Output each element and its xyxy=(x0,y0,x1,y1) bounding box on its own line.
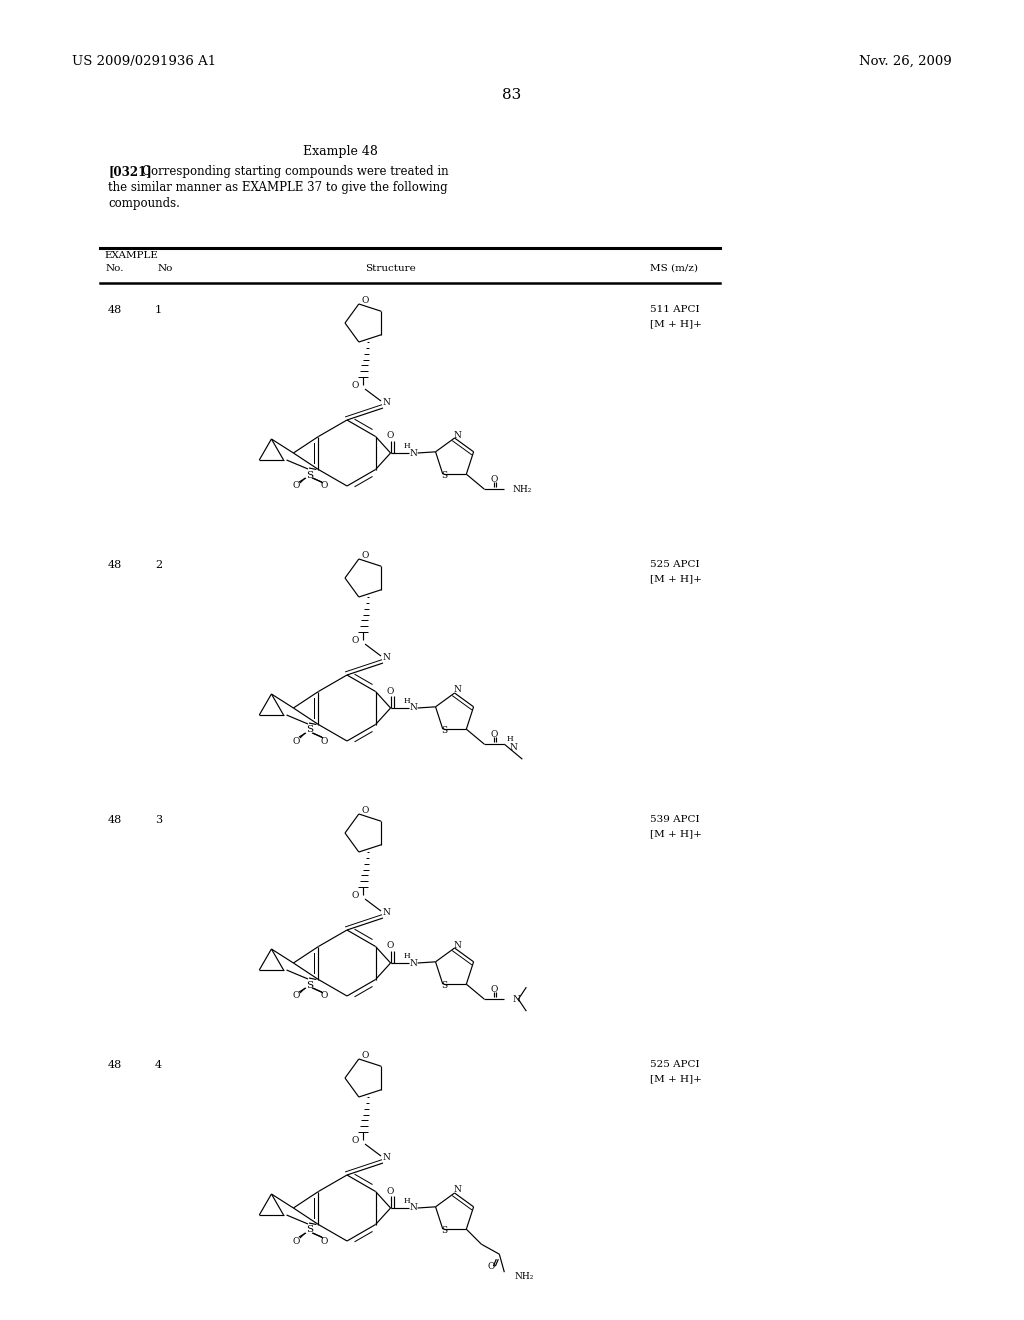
Text: O: O xyxy=(351,891,359,899)
Text: S: S xyxy=(306,1225,313,1234)
Text: O: O xyxy=(292,991,300,1001)
Text: 48: 48 xyxy=(108,305,122,315)
Text: 2: 2 xyxy=(155,560,162,570)
Text: H: H xyxy=(403,697,410,705)
Text: O: O xyxy=(490,985,498,994)
Text: O: O xyxy=(361,297,369,305)
Text: N: N xyxy=(454,940,462,949)
Text: 48: 48 xyxy=(108,560,122,570)
Text: compounds.: compounds. xyxy=(108,197,180,210)
Text: S: S xyxy=(440,981,446,990)
Text: NH₂: NH₂ xyxy=(514,1271,534,1280)
Text: N: N xyxy=(410,704,418,713)
Text: O: O xyxy=(361,807,369,816)
Text: S: S xyxy=(440,471,446,479)
Text: S: S xyxy=(306,981,313,990)
Text: O: O xyxy=(292,737,300,746)
Text: Nov. 26, 2009: Nov. 26, 2009 xyxy=(859,55,952,69)
Text: N: N xyxy=(382,908,390,916)
Text: 525 APCI: 525 APCI xyxy=(650,560,699,569)
Text: N: N xyxy=(509,743,517,751)
Text: [0321]: [0321] xyxy=(108,165,152,178)
Text: O: O xyxy=(351,635,359,644)
Text: O: O xyxy=(321,991,328,1001)
Text: Corresponding starting compounds were treated in: Corresponding starting compounds were tr… xyxy=(142,165,449,178)
Text: O: O xyxy=(292,482,300,491)
Text: [M + H]+: [M + H]+ xyxy=(650,319,701,327)
Text: H: H xyxy=(507,735,514,743)
Text: O: O xyxy=(387,432,394,441)
Text: N: N xyxy=(454,430,462,440)
Text: 525 APCI: 525 APCI xyxy=(650,1060,699,1069)
Text: 539 APCI: 539 APCI xyxy=(650,814,699,824)
Text: N: N xyxy=(382,1152,390,1162)
Text: O: O xyxy=(351,1135,359,1144)
Text: S: S xyxy=(306,726,313,734)
Text: N: N xyxy=(382,652,390,661)
Text: US 2009/0291936 A1: US 2009/0291936 A1 xyxy=(72,55,216,69)
Text: [M + H]+: [M + H]+ xyxy=(650,829,701,838)
Text: O: O xyxy=(490,730,498,739)
Text: N: N xyxy=(512,995,520,1003)
Text: O: O xyxy=(361,1052,369,1060)
Text: N: N xyxy=(410,1204,418,1213)
Text: S: S xyxy=(440,1226,446,1234)
Text: H: H xyxy=(403,952,410,960)
Text: 48: 48 xyxy=(108,1060,122,1071)
Text: 48: 48 xyxy=(108,814,122,825)
Text: N: N xyxy=(454,1185,462,1195)
Text: O: O xyxy=(292,1237,300,1246)
Text: O: O xyxy=(361,552,369,561)
Text: O: O xyxy=(387,941,394,950)
Text: H: H xyxy=(403,1197,410,1205)
Text: 3: 3 xyxy=(155,814,162,825)
Text: O: O xyxy=(387,686,394,696)
Text: [M + H]+: [M + H]+ xyxy=(650,1074,701,1082)
Text: EXAMPLE: EXAMPLE xyxy=(104,251,158,260)
Text: O: O xyxy=(387,1187,394,1196)
Text: N: N xyxy=(410,958,418,968)
Text: Structure: Structure xyxy=(365,264,416,273)
Text: 4: 4 xyxy=(155,1060,162,1071)
Text: N: N xyxy=(410,449,418,458)
Text: 83: 83 xyxy=(503,88,521,102)
Text: Example 48: Example 48 xyxy=(302,145,378,158)
Text: H: H xyxy=(403,442,410,450)
Text: 511 APCI: 511 APCI xyxy=(650,305,699,314)
Text: No: No xyxy=(158,264,173,273)
Text: NH₂: NH₂ xyxy=(512,484,531,494)
Text: MS (m/z): MS (m/z) xyxy=(650,264,698,273)
Text: O: O xyxy=(487,1262,495,1271)
Text: 1: 1 xyxy=(155,305,162,315)
Text: the similar manner as EXAMPLE 37 to give the following: the similar manner as EXAMPLE 37 to give… xyxy=(108,181,447,194)
Text: O: O xyxy=(321,1237,328,1246)
Text: N: N xyxy=(382,397,390,407)
Text: O: O xyxy=(490,475,498,483)
Text: S: S xyxy=(306,470,313,479)
Text: O: O xyxy=(351,380,359,389)
Text: N: N xyxy=(454,685,462,694)
Text: O: O xyxy=(321,482,328,491)
Text: O: O xyxy=(321,737,328,746)
Text: S: S xyxy=(440,726,446,735)
Text: [M + H]+: [M + H]+ xyxy=(650,574,701,583)
Text: No.: No. xyxy=(106,264,125,273)
